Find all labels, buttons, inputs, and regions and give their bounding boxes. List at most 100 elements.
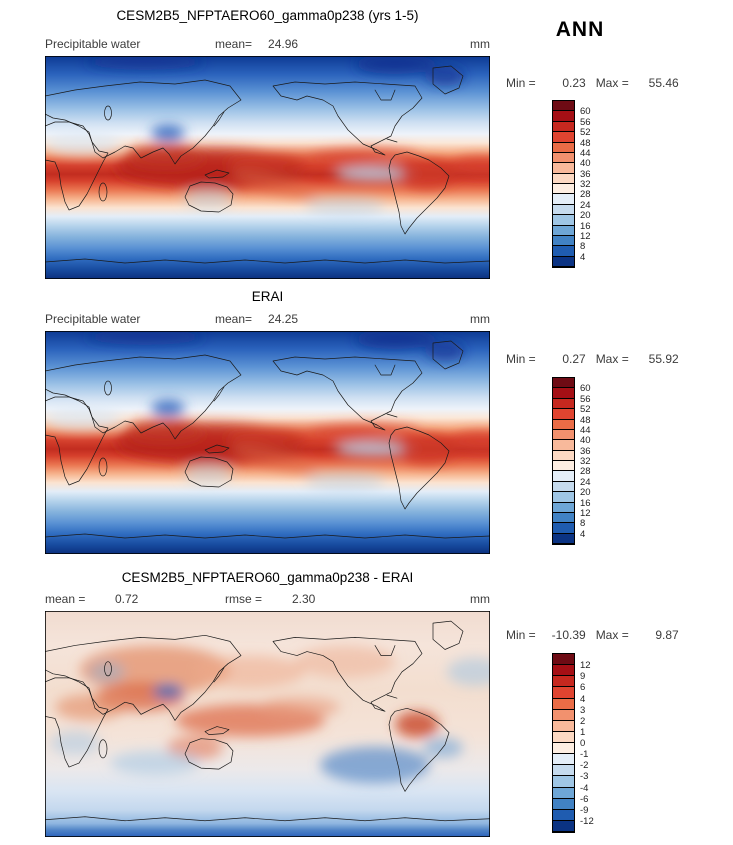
panel2-max-label: Max =: [595, 352, 629, 366]
colorbar-tick-label: 16: [580, 497, 591, 509]
colorbar-tick-label: 20: [580, 487, 591, 499]
panel3-title: CESM2B5_NFPTAERO60_gamma0p238 - ERAI: [121, 570, 414, 585]
colorbar-box: [553, 101, 574, 112]
panel2-min-value: 0.27: [562, 352, 586, 366]
colorbar-box: [553, 225, 574, 236]
panel1-units-label: mm: [470, 37, 490, 51]
colorbar-box: [553, 235, 574, 247]
panel2-field-label: Precipitable water: [45, 312, 141, 326]
colorbar-box: [553, 533, 574, 544]
colorbar-tick-label: 24: [580, 199, 591, 211]
colorbar-tick-label: 12: [580, 660, 591, 672]
panel3-rmse-value: 2.30: [292, 592, 316, 606]
colorbar-tick-label: -4: [580, 782, 589, 794]
colorbar-box: [553, 820, 574, 832]
colorbar-box: [553, 654, 574, 666]
panel2-minmax-row: Min = 0.27 Max = 55.92: [506, 352, 679, 366]
panel2-max-value: 55.92: [648, 352, 679, 366]
colorbar-tick-label: 52: [580, 404, 591, 416]
colorbar-tick-label: 32: [580, 179, 591, 190]
colorbar-box: [553, 388, 574, 399]
colorbar-tick-label: 8: [580, 241, 586, 253]
difference-map: [45, 611, 490, 837]
colorbar-tick-label: 2: [580, 715, 586, 727]
colorbar-box: [553, 720, 574, 732]
colorbar-box: [553, 132, 574, 143]
colorbar-tick-label: -2: [580, 760, 589, 772]
colorbar-tick-label: -3: [580, 771, 589, 783]
colorbar-box: [553, 419, 574, 430]
panel1-colorbar: 60 56 52 48 44 40 36 32 28 24 20 16 12 8 4: [552, 100, 591, 268]
colorbar-box: [553, 698, 574, 710]
colorbar-tick-label: 4: [580, 251, 586, 263]
colorbar-tick-label: 40: [580, 158, 591, 170]
colorbar-box: [553, 731, 574, 743]
colorbar-box: [553, 184, 574, 195]
colorbar-box: [553, 215, 574, 226]
colorbar-box: [553, 398, 574, 410]
colorbar-tick-label: -6: [580, 793, 589, 805]
colorbar-box: [553, 743, 574, 755]
panel3-max-label: Max =: [595, 628, 629, 642]
season-label: ANN: [555, 18, 605, 41]
colorbar-box: [553, 754, 574, 766]
panel1-field-label: Precipitable water: [45, 37, 141, 51]
panel3-rmse-label: rmse =: [225, 592, 263, 606]
panel3-mean-label: mean =: [45, 592, 86, 606]
colorbar-box: [553, 765, 574, 777]
colorbar-box: [553, 378, 574, 389]
colorbar-tick-label: 24: [580, 476, 591, 488]
colorbar-box: [553, 204, 574, 216]
colorbar-tick-label: 56: [580, 393, 591, 405]
colorbar-box: [553, 523, 574, 534]
panel3-max-value: 9.87: [655, 628, 679, 642]
colorbar-box: [553, 809, 574, 821]
colorbar-tick-label: 52: [580, 127, 591, 139]
colorbar-box: [553, 492, 574, 503]
colorbar-tick-label: 40: [580, 435, 591, 447]
colorbar-tick-label: 32: [580, 456, 591, 467]
colorbar-box: [553, 429, 574, 441]
colorbar-box: [553, 798, 574, 810]
panel3-minmax-row: Min = -10.39 Max = 9.87: [506, 628, 679, 642]
colorbar-tick-label: 12: [580, 507, 591, 519]
colorbar-box: [553, 121, 574, 133]
colorbar-tick-label: 8: [580, 518, 586, 530]
colorbar-box: [553, 709, 574, 721]
panel3-min-label: Min =: [506, 628, 536, 642]
panel1-min-label: Min =: [506, 76, 536, 90]
panel1-mean-value: 24.96: [268, 37, 299, 51]
colorbar-box: [553, 152, 574, 164]
model-map: [45, 56, 490, 279]
panel1-min-value: 0.23: [562, 76, 586, 90]
colorbar-box: [553, 450, 574, 461]
colorbar-tick-label: 0: [580, 738, 586, 749]
colorbar-tick-label: 3: [580, 704, 586, 716]
colorbar-tick-label: 16: [580, 220, 591, 232]
colorbar-tick-label: 1: [580, 726, 586, 738]
colorbar-tick-label: 4: [580, 693, 586, 705]
colorbar-box: [553, 163, 574, 174]
panel2-units-label: mm: [470, 312, 490, 326]
colorbar-tick-label: 4: [580, 528, 586, 540]
colorbar-box: [553, 481, 574, 493]
colorbar-tick-label: 48: [580, 137, 591, 149]
colorbar-box: [553, 246, 574, 257]
colorbar-box: [553, 111, 574, 122]
panel2-colorbar: 60 56 52 48 44 40 36 32 28 24 20 16 12 8 4: [552, 377, 591, 545]
colorbar-box: [553, 502, 574, 513]
panel2-mean-label: mean=: [215, 312, 253, 326]
panel1-title: CESM2B5_NFPTAERO60_gamma0p238 (yrs 1-5): [116, 8, 419, 23]
colorbar-tick-label: 28: [580, 189, 591, 201]
colorbar-box: [553, 142, 574, 153]
colorbar-tick-label: 44: [580, 424, 591, 436]
panel3-mean-value: 0.72: [115, 592, 139, 606]
panel2-title: ERAI: [251, 289, 284, 304]
colorbar-box: [553, 471, 574, 482]
colorbar-box: [553, 665, 574, 677]
colorbar-tick-label: 60: [580, 106, 591, 118]
colorbar-tick-label: 6: [580, 682, 586, 694]
panel1-mean-row: mean= 24.96: [215, 37, 298, 51]
panel3-min-value: -10.39: [551, 628, 586, 642]
colorbar-box: [553, 256, 574, 267]
